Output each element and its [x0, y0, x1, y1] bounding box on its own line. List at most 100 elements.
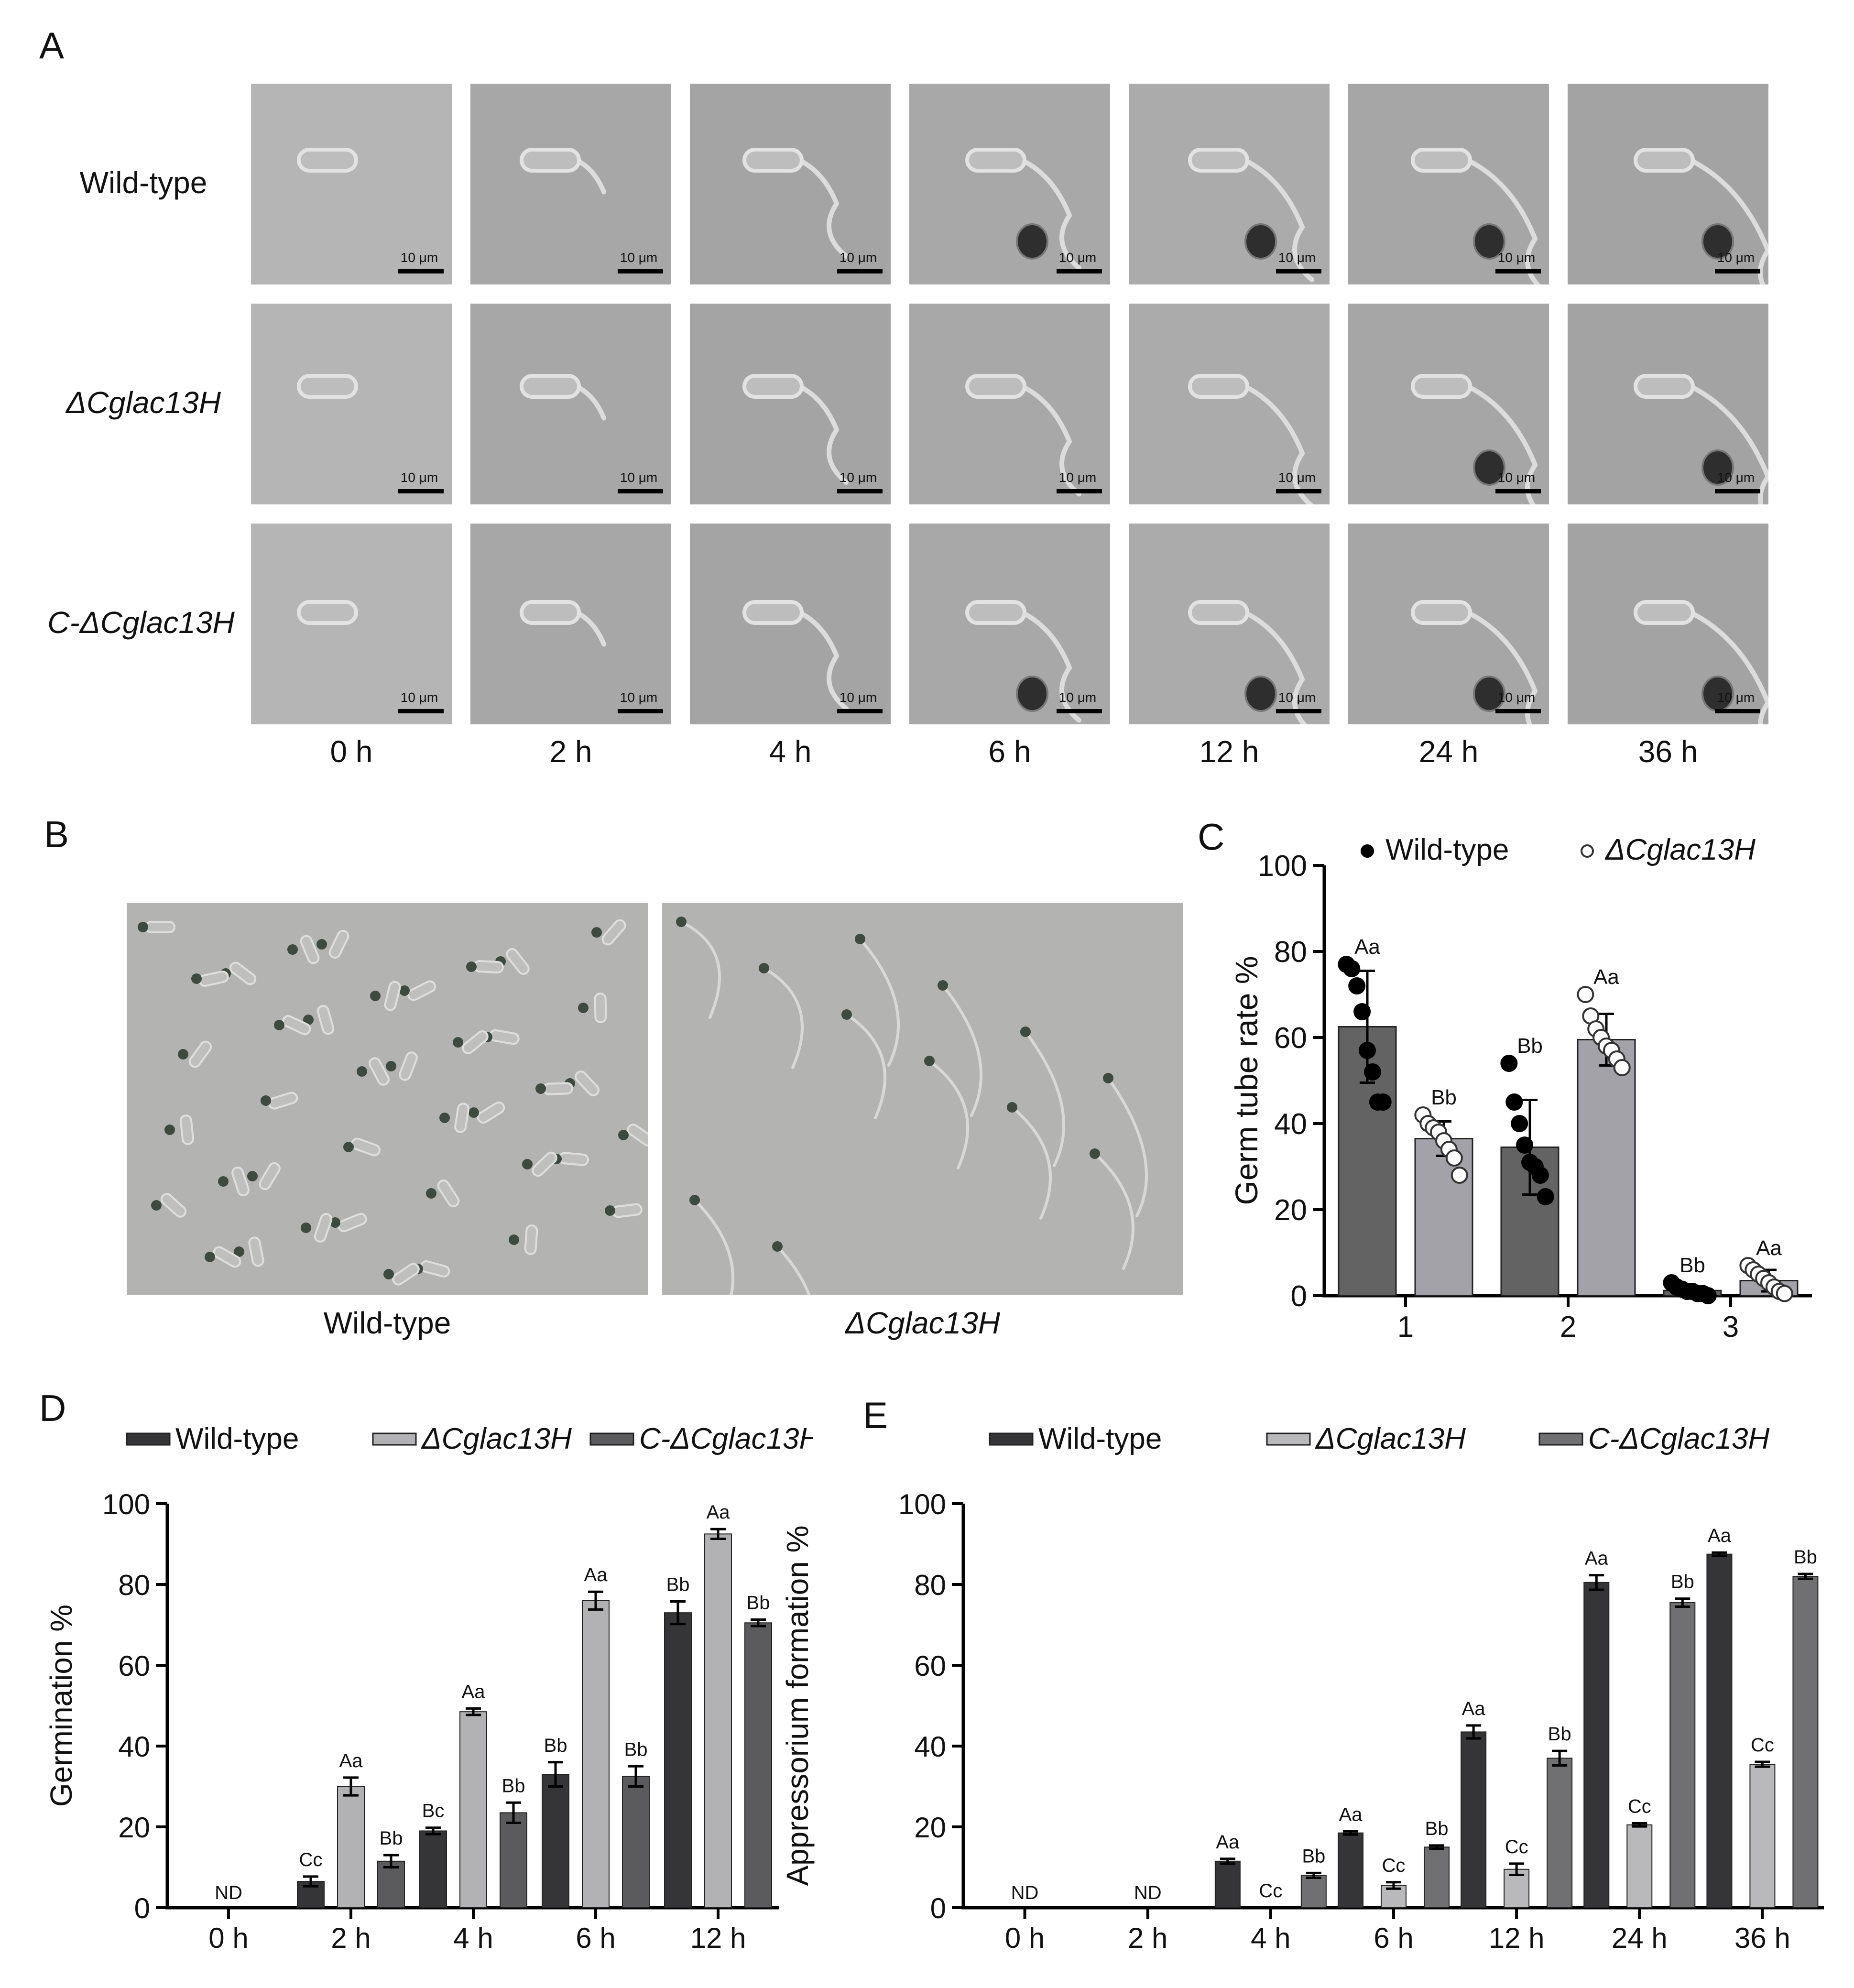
panel-letter-d: D: [39, 1387, 66, 1429]
bar: [1338, 1832, 1363, 1908]
data-point: [1537, 1188, 1554, 1205]
y-tick-label: 80: [914, 1569, 946, 1601]
micrograph-r2-c5: [1348, 524, 1549, 724]
scale-bar: [618, 709, 663, 713]
data-point: [1445, 1149, 1463, 1167]
bar: [622, 1776, 650, 1908]
micrograph-r1-c1: [470, 304, 671, 504]
x-tick-label: 2 h: [331, 1922, 371, 1954]
nd-label: ND: [1011, 1882, 1039, 1903]
significance-letter: Bb: [1548, 1724, 1571, 1745]
panel-e-chart: 0 20 40 60 80 100 Appressorium formation % 0 h N…: [780, 1422, 1824, 1954]
significance-letter: Bb: [1671, 1572, 1694, 1593]
data-point: [1353, 1003, 1371, 1020]
panel-letter-e: E: [863, 1394, 888, 1436]
legend-label: ΔCglac13H: [1604, 833, 1756, 866]
significance-letter: Aa: [462, 1681, 486, 1702]
significance-letter: Bb: [1517, 1034, 1543, 1058]
scale-label: 10 μm: [1278, 690, 1316, 705]
micrograph-r0-c5: [1348, 84, 1549, 284]
significance-letter: Bb: [1794, 1547, 1817, 1568]
data-point: [1343, 960, 1361, 977]
x-tick-label: 6 h: [576, 1922, 615, 1954]
y-axis-label: Germination %: [44, 1605, 78, 1807]
micrograph-r0-c0: [251, 84, 452, 284]
x-tick-label: 12 h: [1489, 1922, 1545, 1954]
data-point: [1511, 1115, 1528, 1132]
bar: [337, 1786, 365, 1908]
micrograph-b-0: [127, 903, 648, 1295]
micrograph-r1-c4: [1129, 304, 1330, 504]
data-point: [1374, 1093, 1392, 1111]
bar: [1461, 1731, 1487, 1908]
bar: [1300, 1875, 1327, 1909]
scale-bar: [1057, 489, 1102, 493]
scale-bar: [618, 269, 663, 273]
legend-label: Wild-type: [1038, 1422, 1162, 1455]
scale-bar: [1057, 269, 1102, 273]
x-tick-label: 24 h: [1612, 1922, 1668, 1954]
significance-letter: Bb: [747, 1593, 770, 1614]
bar: [582, 1600, 610, 1908]
panel-letter-b: B: [44, 813, 69, 855]
time-label-5: 24 h: [1418, 734, 1479, 769]
bar: [1547, 1758, 1573, 1908]
bar: [1792, 1576, 1819, 1909]
time-label-2: 4 h: [769, 734, 812, 769]
legend-swatch: [372, 1432, 417, 1446]
scale-label: 10 μm: [1058, 690, 1097, 705]
x-tick-label: 1: [1397, 1311, 1414, 1344]
significance-letter: Aa: [1593, 965, 1619, 989]
significance-letter: Aa: [339, 1750, 363, 1771]
micrograph-b-1: [662, 903, 1183, 1295]
x-tick-label: 12 h: [690, 1922, 746, 1954]
scale-label: 10 μm: [1497, 690, 1536, 705]
scale-label: 10 μm: [620, 250, 658, 265]
data-point: [1348, 977, 1366, 994]
micrograph-r2-c2: [690, 524, 891, 724]
scale-bar: [1495, 489, 1541, 493]
legend-label: C-ΔCglac13H: [1588, 1422, 1769, 1455]
scale-label: 10 μm: [620, 470, 658, 485]
legend-swatch: [1538, 1432, 1583, 1446]
scale-label: 10 μm: [1278, 470, 1316, 485]
panel-letter-a: A: [39, 24, 65, 66]
scale-bar: [837, 489, 883, 493]
scale-bar: [1715, 709, 1760, 713]
legend-label: ΔCglac13H: [421, 1422, 572, 1455]
significance-letter: Bb: [502, 1775, 525, 1796]
data-point: [1577, 986, 1594, 1003]
x-tick-label: 4 h: [1251, 1922, 1290, 1954]
y-tick-label: 20: [914, 1812, 946, 1844]
y-axis-label: Appressorium formation %: [780, 1525, 815, 1886]
legend-marker: [1361, 844, 1374, 858]
significance-letter: Aa: [1585, 1548, 1609, 1569]
significance-letter: Bb: [1425, 1818, 1449, 1839]
bar: [744, 1622, 772, 1908]
legend-label: Wild-type: [175, 1422, 299, 1455]
micrograph-r2-c4: [1129, 524, 1330, 724]
y-tick-label: 100: [898, 1488, 946, 1520]
time-label-6: 36 h: [1638, 734, 1698, 769]
micrograph-r2-c3: [909, 524, 1110, 724]
time-label-1: 2 h: [549, 734, 592, 769]
data-point: [1531, 1167, 1549, 1184]
bar: [1381, 1885, 1407, 1909]
scale-label: 10 μm: [1058, 470, 1097, 485]
micrograph-r1-c6: [1568, 304, 1768, 504]
data-point: [1613, 1059, 1631, 1076]
scale-label: 10 μm: [1278, 250, 1316, 265]
micrograph-r2-c1: [470, 524, 671, 724]
time-label-4: 12 h: [1199, 734, 1259, 769]
y-tick-label: 80: [1274, 936, 1307, 969]
scale-label: 10 μm: [1058, 250, 1097, 265]
bar: [1214, 1860, 1241, 1909]
significance-letter: Cc: [299, 1849, 323, 1870]
scale-bar: [398, 489, 444, 493]
data-point: [1500, 1055, 1518, 1072]
y-tick-label: 60: [118, 1650, 150, 1682]
scale-label: 10 μm: [620, 690, 658, 705]
panel-b-label-0: Wild-type: [323, 1306, 451, 1340]
significance-letter: Aa: [1462, 1698, 1486, 1719]
bar: [1626, 1824, 1653, 1909]
